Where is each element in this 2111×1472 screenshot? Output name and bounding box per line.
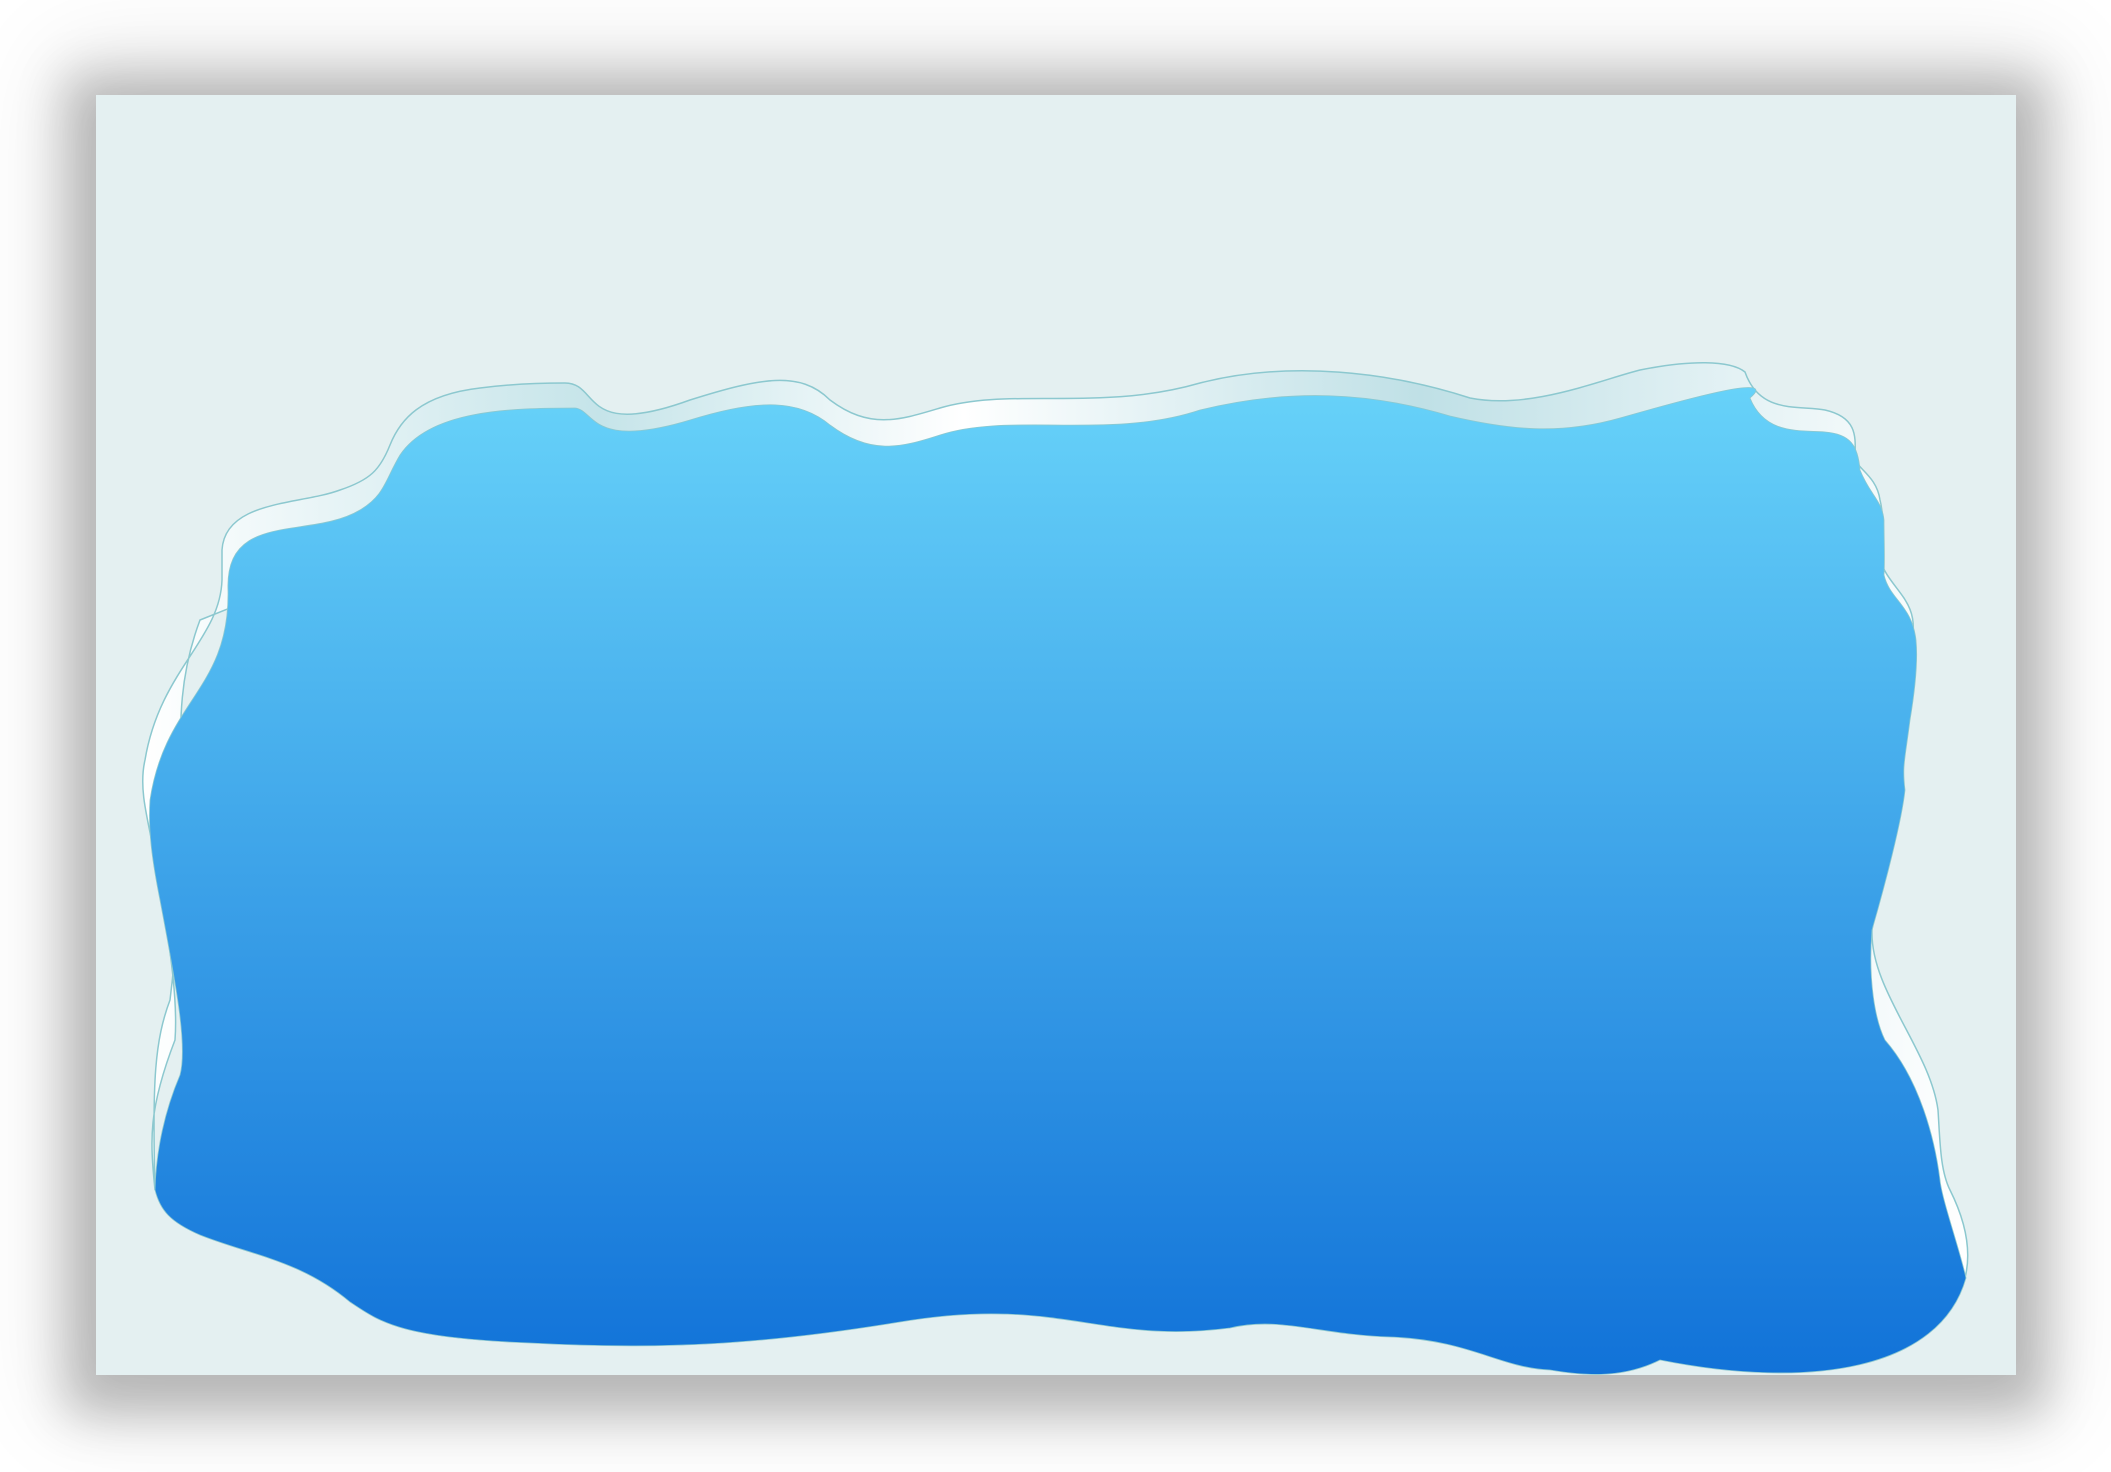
blob-shape bbox=[149, 387, 1967, 1375]
